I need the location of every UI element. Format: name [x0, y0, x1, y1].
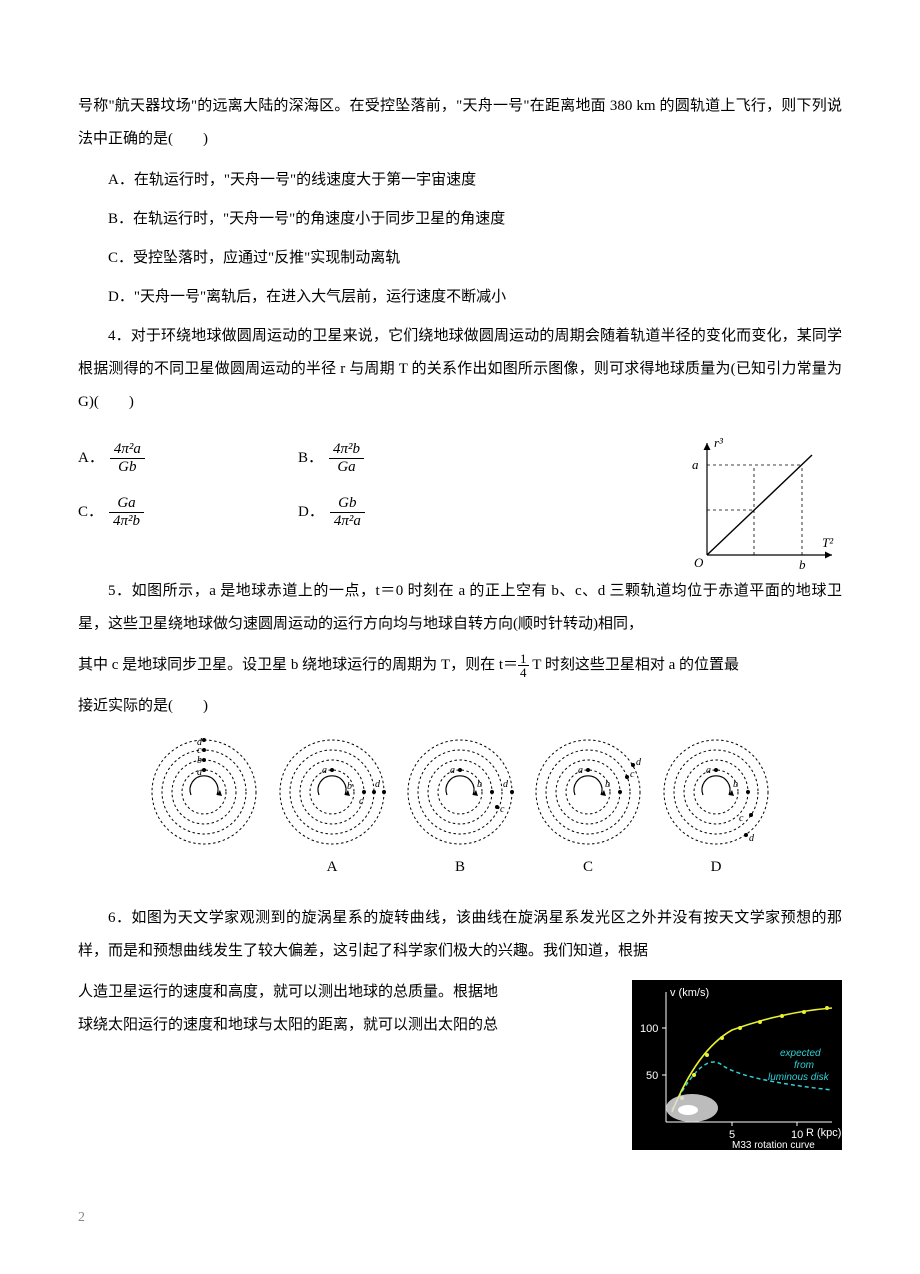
svg-text:d: d: [749, 833, 755, 844]
q5-frac-den: 4: [518, 666, 529, 680]
q4-option-b: B． 4π²bGa: [298, 441, 518, 477]
q6-row: 人造卫星运行的速度和高度，就可以测出地球的总质量。根据地 球绕太阳运行的速度和地…: [78, 976, 842, 1150]
q5-label-a: A: [277, 851, 387, 884]
q4-option-c: C． Ga4π²b: [78, 495, 298, 531]
svg-text:a: a: [450, 765, 455, 776]
q5-fig-c: a b c d C: [533, 737, 643, 884]
q4-b-num: 4π²b: [329, 441, 364, 459]
q5-frac-num: 1: [518, 652, 529, 667]
q5-stem-2: 其中 c 是地球同步卫星。设卫星 b 绕地球运行的周期为 T，则在 t＝14 T…: [78, 649, 842, 682]
q5-fig-a: a b c d A: [277, 737, 387, 884]
svg-text:c: c: [630, 769, 635, 780]
page-number: 2: [78, 1203, 85, 1234]
q5-label-c: C: [533, 851, 643, 884]
q4-graph: r³ a O b T²: [682, 435, 842, 575]
svg-text:b: b: [605, 779, 610, 790]
q6-chart: v (km/s) R (kpc) 100 50 5 10: [632, 980, 842, 1150]
q3-option-a: A．在轨运行时，"天舟一号"的线速度大于第一宇宙速度: [78, 164, 842, 197]
q4-c-num: Ga: [109, 495, 144, 513]
svg-text:b: b: [197, 755, 202, 766]
svg-text:d: d: [503, 779, 509, 790]
svg-text:b: b: [733, 779, 738, 790]
q6-note3: luminous disk: [768, 1072, 830, 1083]
q4-a-tick: a: [692, 457, 699, 472]
q5-label-b: B: [405, 851, 515, 884]
svg-text:b: b: [477, 779, 482, 790]
q4-option-a: A． 4π²aGb: [78, 441, 298, 477]
q5-figures: a b c d a b c d A: [78, 737, 842, 884]
q3-option-d: D．"天舟一号"离轨后，在进入大气层前，运行速度不断减小: [78, 281, 842, 314]
q5-stem-1: 5．如图所示，a 是地球赤道上的一点，t＝0 时刻在 a 的正上空有 b、c、d…: [78, 575, 842, 641]
q5-stem-3: 接近实际的是( ): [78, 690, 842, 723]
svg-text:b: b: [347, 781, 352, 792]
q3-stem-cont: 号称"航天器坟场"的远离大陆的深海区。在受控坠落前，"天舟一号"在距离地面 38…: [78, 90, 842, 156]
q4-opt-d-label: D．: [298, 496, 324, 529]
q3-option-b: B．在轨运行时，"天舟一号"的角速度小于同步卫星的角速度: [78, 203, 842, 236]
svg-text:a: a: [578, 765, 583, 776]
q5-stem-2a: 其中 c 是地球同步卫星。设卫星 b 绕地球运行的周期为 T，则在 t＝: [78, 657, 518, 673]
q6-stem-full: 6．如图为天文学家观测到的旋涡星系的旋转曲线，该曲线在旋涡星系发光区之外并没有按…: [78, 902, 842, 968]
q4-a-den: Gb: [110, 459, 145, 476]
q4-b-den: Ga: [329, 459, 364, 476]
q6-x-label: R (kpc): [806, 1127, 841, 1139]
q4-opt-a-label: A．: [78, 442, 104, 475]
q4-a-num: 4π²a: [110, 441, 145, 459]
q6-ytick-50: 50: [646, 1070, 658, 1082]
q4-d-num: Gb: [330, 495, 365, 513]
q4-stem: 4．对于环绕地球做圆周运动的卫星来说，它们绕地球做圆周运动的周期会随着轨道半径的…: [78, 320, 842, 419]
q6-ytick-100: 100: [640, 1023, 658, 1035]
q4-origin: O: [694, 555, 704, 570]
svg-text:c: c: [359, 796, 364, 807]
q4-graph-svg: r³ a O b T²: [682, 435, 842, 575]
q3-option-c: C．受控坠落时，应通过"反推"实现制动离轨: [78, 242, 842, 275]
svg-text:c: c: [739, 813, 744, 824]
q4-c-den: 4π²b: [109, 513, 144, 530]
q5-fig-initial: a b c d: [149, 737, 259, 884]
page: 号称"航天器坟场"的远离大陆的深海区。在受控坠落前，"天舟一号"在距离地面 38…: [0, 0, 920, 1274]
q4-options: A． 4π²aGb B． 4π²bGa C． Ga4π²b D． Gb4π²a: [78, 429, 662, 548]
q5-stem-2b: T 时刻这些卫星相对 a 的位置最: [532, 657, 739, 673]
q4-yaxis-label: r³: [714, 435, 724, 450]
q4-b-tick: b: [799, 557, 806, 572]
q6-y-label: v (km/s): [670, 987, 709, 999]
q6-note1: expected: [780, 1048, 821, 1059]
q4-body: A． 4π²aGb B． 4π²bGa C． Ga4π²b D． Gb4π²a: [78, 429, 842, 575]
q5-label-d: D: [661, 851, 771, 884]
q5-fig-d: a b c d D: [661, 737, 771, 884]
q6-wrap2: 球绕太阳运行的速度和地球与太阳的距离，就可以测出太阳的总: [78, 1009, 622, 1042]
q4-opt-b-label: B．: [298, 442, 323, 475]
q4-d-den: 4π²a: [330, 513, 365, 530]
svg-text:d: d: [636, 757, 642, 768]
q5-fig-b: a b c d B: [405, 737, 515, 884]
q6-caption: M33 rotation curve: [732, 1140, 815, 1150]
svg-text:a: a: [322, 765, 327, 776]
q4-opt-c-label: C．: [78, 496, 103, 529]
q4-option-d: D． Gb4π²a: [298, 495, 518, 531]
q4-xaxis-label: T²: [822, 535, 834, 550]
svg-text:d: d: [197, 737, 203, 748]
svg-text:a: a: [706, 765, 711, 776]
svg-text:d: d: [375, 779, 381, 790]
q6-wrap1: 人造卫星运行的速度和高度，就可以测出地球的总质量。根据地: [78, 976, 622, 1009]
q6-wrap-text: 人造卫星运行的速度和高度，就可以测出地球的总质量。根据地 球绕太阳运行的速度和地…: [78, 976, 622, 1042]
q6-note2: from: [794, 1060, 814, 1071]
svg-text:c: c: [500, 804, 505, 815]
